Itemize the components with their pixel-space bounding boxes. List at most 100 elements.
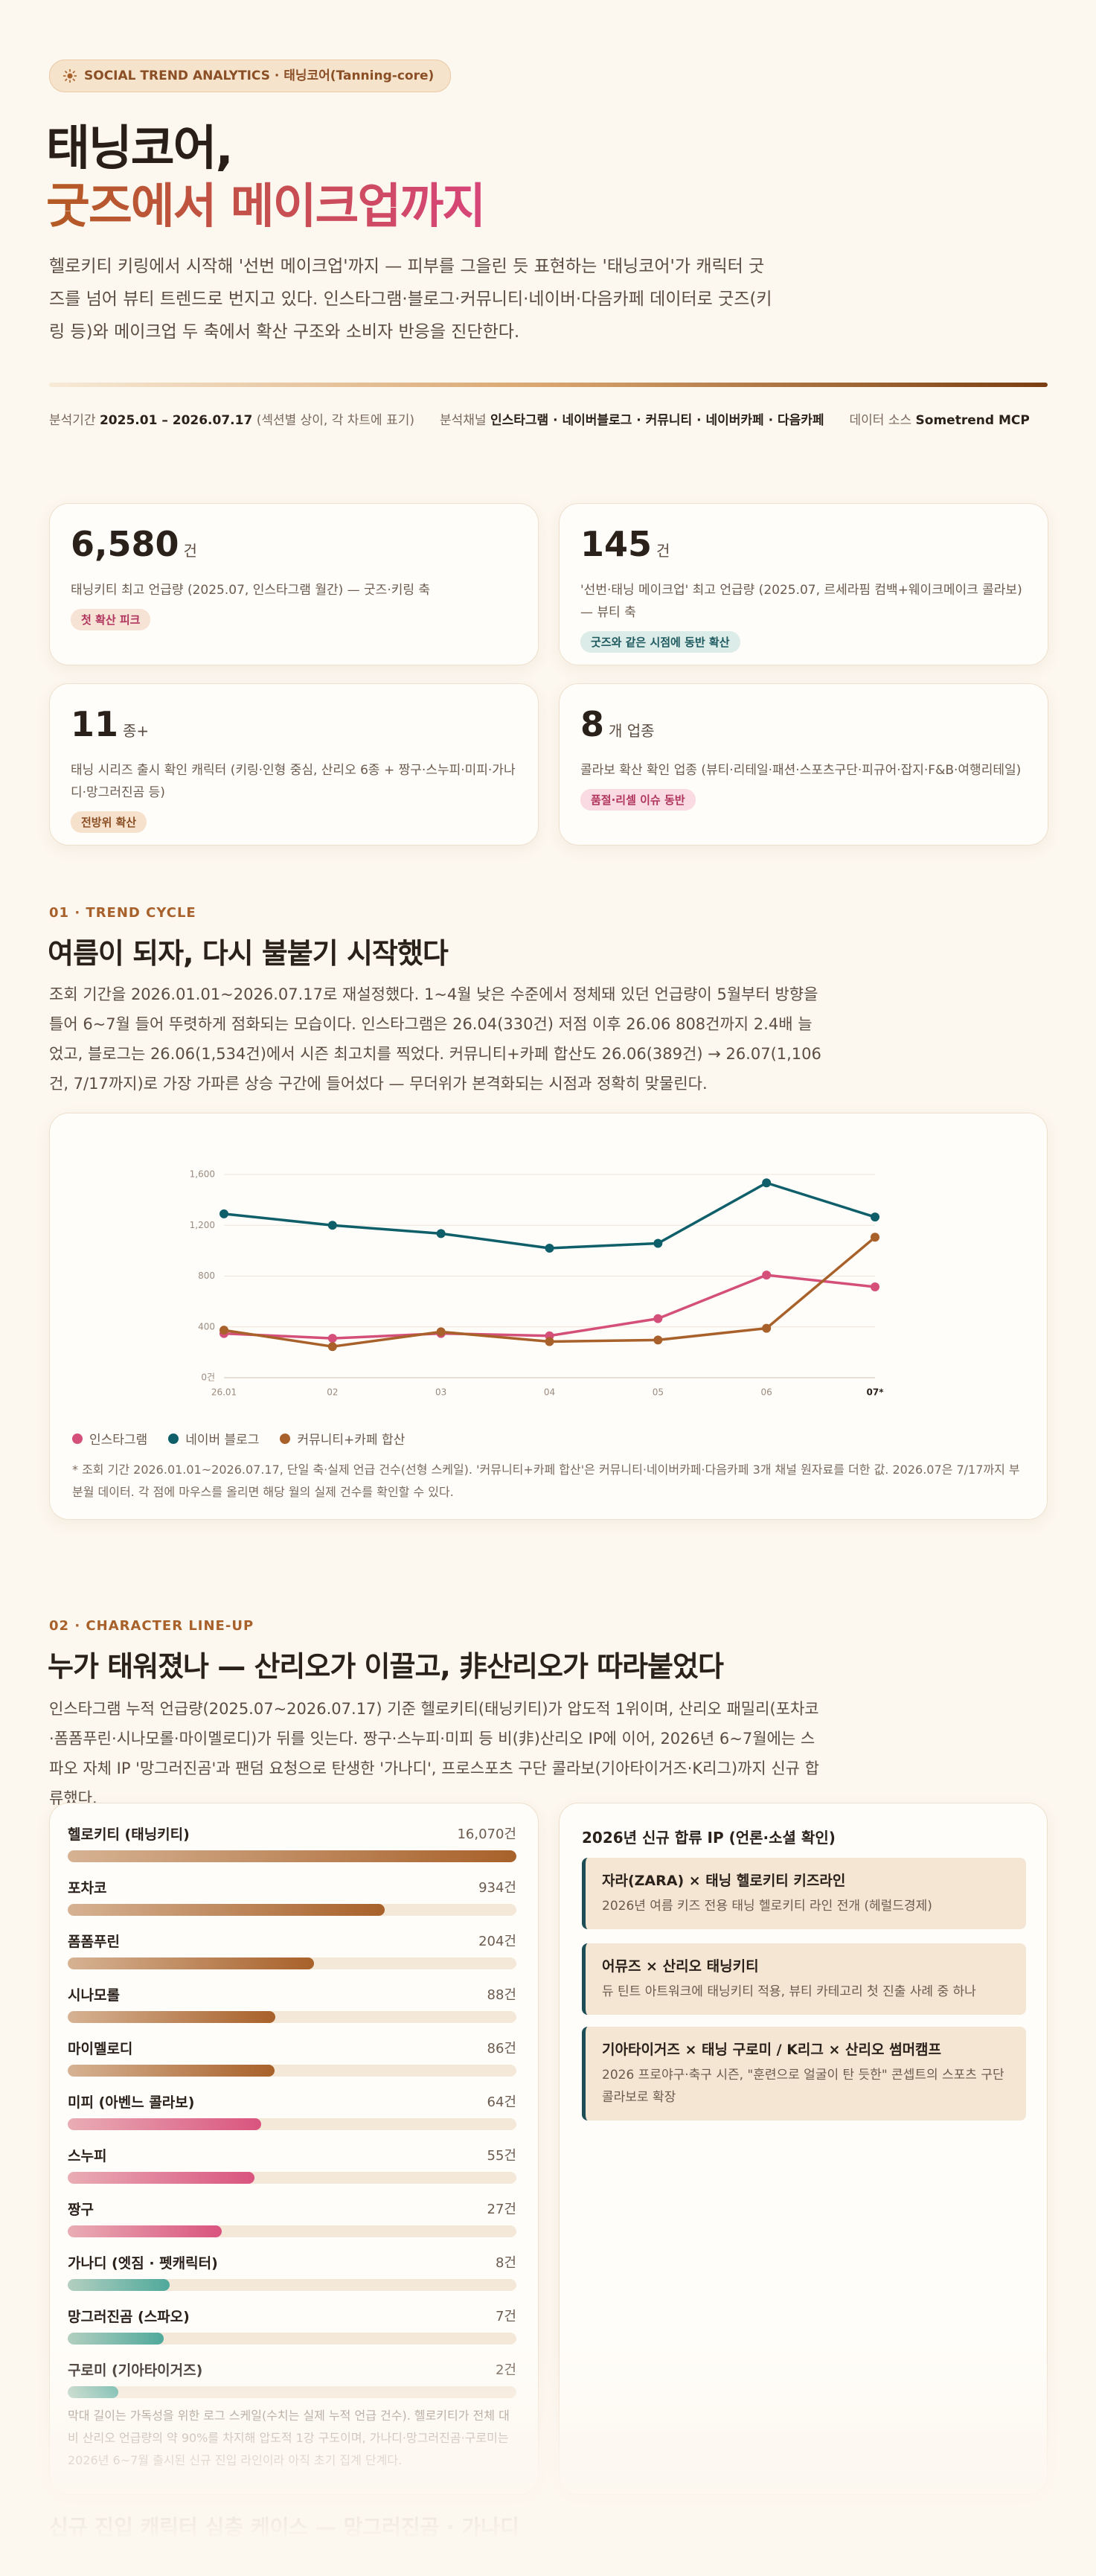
x-tick-label: 06 bbox=[761, 1387, 772, 1398]
bar-track bbox=[68, 2065, 516, 2077]
bar bbox=[68, 2118, 261, 2130]
bar-label: 시나모롤 bbox=[68, 1987, 120, 2004]
data-point bbox=[545, 1337, 554, 1346]
bar-track bbox=[68, 2225, 516, 2237]
meta-item: 분석채널 인스타그램 · 네이버블로그 · 커뮤니티 · 네이버카페 · 다음카… bbox=[440, 409, 824, 428]
legend-swatch bbox=[168, 1433, 179, 1444]
data-point bbox=[436, 1327, 446, 1337]
meta-item: 분석기간 2025.01 – 2026.07.17 (섹션별 상이, 각 차트에… bbox=[49, 409, 414, 428]
meta-value: 인스타그램 · 네이버블로그 · 커뮤니티 · 네이버카페 · 다음카페 bbox=[490, 413, 824, 428]
bar bbox=[68, 2011, 276, 2023]
legend-label: 네이버 블로그 bbox=[185, 1433, 260, 1448]
x-tick-label: 07* bbox=[867, 1387, 885, 1398]
bar bbox=[68, 2279, 170, 2291]
bar-value-label: 27건 bbox=[487, 2202, 516, 2217]
meta-value: Sometrend MCP bbox=[915, 413, 1030, 428]
data-point bbox=[762, 1271, 772, 1280]
ip-card: 2026년 신규 합류 IP (언론·소셜 확인) 자라(ZARA) × 태닝 … bbox=[559, 1803, 1048, 2495]
legend-item: 네이버 블로그 bbox=[168, 1429, 259, 1448]
ip-item-title: 기아타이거즈 × 태닝 구로미 / K리그 × 산리오 썸머캠프 bbox=[602, 2042, 942, 2058]
data-point bbox=[871, 1212, 879, 1222]
legend-label: 커뮤니티+카페 합산 bbox=[297, 1433, 406, 1448]
line-chart: 0건 400 800 1,200 1,600 26.01 02 03 04 05 06 07* bbox=[190, 1169, 885, 1398]
ip-item: 자라(ZARA) × 태닝 헬로키티 키즈라인 2026년 여름 키즈 전용 태닝… bbox=[582, 1858, 1026, 1929]
bar bbox=[68, 2172, 254, 2184]
kpi-unit: 건 bbox=[656, 542, 670, 560]
bar-track bbox=[68, 2172, 516, 2184]
bar-value-label: 8건 bbox=[495, 2255, 516, 2271]
ranking-card: 막대 길이는 가독성을 위한 로그 스케일(수치는 실제 누적 언급 건수). … bbox=[49, 1803, 539, 2495]
bar bbox=[68, 1904, 385, 1916]
kpi-card: 6,580 건 태닝키티 최고 언급량 (2025.07, 인스타그램 월간) —… bbox=[49, 503, 539, 665]
bar-value-label: 2건 bbox=[495, 2362, 516, 2378]
y-tick-label: 800 bbox=[198, 1271, 215, 1281]
bar-track bbox=[68, 2118, 516, 2130]
meta-label: 데이터 소스 bbox=[849, 413, 912, 428]
bar-value-label: 16,070건 bbox=[457, 1826, 516, 1842]
kpi-value: 11 bbox=[71, 704, 119, 744]
bar bbox=[68, 2225, 222, 2237]
section-label: 02 · CHARACTER LINE-UP bbox=[49, 1618, 254, 1634]
bar-value-label: 55건 bbox=[487, 2148, 516, 2164]
data-point bbox=[653, 1239, 663, 1248]
kpi-card: 145 건 '선번·태닝 메이크업' 최고 언급량 (2025.07, 르세라핌 … bbox=[559, 503, 1048, 665]
kpi-description: 태닝키티 최고 언급량 (2025.07, 인스타그램 월간) — 굿즈·키링 … bbox=[71, 583, 431, 598]
bar bbox=[68, 1850, 516, 1862]
title-accent: 굿즈에서 메이크업까지 bbox=[46, 177, 486, 237]
bar bbox=[68, 2333, 164, 2345]
bar-label: 헬로키티 (태닝키티) bbox=[68, 1826, 190, 1843]
meta-note: (섹션별 상이, 각 차트에 표기) bbox=[256, 413, 415, 428]
legend-swatch bbox=[280, 1433, 291, 1444]
bar bbox=[68, 2065, 275, 2077]
section-paragraph: 조회 기간을 2026.01.01~2026.07.17로 재설정했다. 1~4… bbox=[49, 985, 821, 1093]
bar-label: 포차코 bbox=[68, 1880, 107, 1896]
ip-item: 기아타이거즈 × 태닝 구로미 / K리그 × 산리오 썸머캠프 2026 프로야… bbox=[582, 2027, 1026, 2120]
bar-track bbox=[68, 2279, 516, 2291]
data-point bbox=[762, 1323, 772, 1333]
x-tick-label: 05 bbox=[653, 1387, 664, 1398]
data-point bbox=[762, 1178, 772, 1188]
badge-text: SOCIAL TREND ANALYTICS · 태닝코어(Tanning-co… bbox=[84, 68, 435, 83]
data-point bbox=[653, 1314, 663, 1323]
meta-label: 분석채널 bbox=[440, 413, 487, 428]
section-heading: 누가 태워졌나 — 산리오가 이끌고, 非산리오가 따라붙었다 bbox=[48, 1650, 724, 1683]
badge: SOCIAL TREND ANALYTICS · 태닝코어(Tanning-co… bbox=[49, 60, 452, 92]
bar-value-label: 64건 bbox=[487, 2094, 516, 2110]
series-line bbox=[223, 1273, 876, 1340]
kpi-value: 6,580 bbox=[71, 524, 179, 564]
meta-value: 2025.01 – 2026.07.17 bbox=[99, 413, 253, 428]
bar-label: 스누피 bbox=[68, 2148, 107, 2164]
chart-note: * 조회 기간 2026.01.01~2026.07.17, 단일 축·실제 언… bbox=[72, 1463, 1020, 1499]
bar-value-label: 934건 bbox=[478, 1880, 516, 1896]
bar-label: 폼폼푸린 bbox=[68, 1934, 120, 1950]
intro: 헬로키티 키링에서 시작해 '선번 메이크업'까지 — 피부를 그을린 듯 표현… bbox=[49, 257, 772, 342]
sun-icon bbox=[63, 69, 77, 83]
series-line bbox=[223, 1181, 876, 1250]
next-section-heading: 신규 진입 캐릭터 심층 케이스 — 망그러진곰 · 가나디 bbox=[49, 2515, 519, 2540]
kpi-number: 11 종+ bbox=[71, 703, 517, 752]
ip-item-description: 2026년 여름 키즈 전용 태닝 헬로키티 라인 전개 (헤럴드경제) bbox=[602, 1899, 932, 1914]
section-heading: 여름이 되자, 다시 불붙기 시작했다 bbox=[48, 937, 449, 970]
bar-label: 미피 (아벤느 콜라보) bbox=[68, 2094, 195, 2111]
x-tick-label: 26.01 bbox=[211, 1387, 237, 1398]
chart-card: 0건 400 800 1,200 1,600 26.01 02 03 04 05 06 07* 인스타… bbox=[49, 1113, 1048, 1520]
data-point bbox=[327, 1334, 337, 1343]
data-point bbox=[871, 1282, 879, 1292]
kpi-unit: 건 bbox=[183, 542, 197, 560]
bar-track bbox=[68, 1957, 516, 1969]
ip-item: 어뮤즈 × 산리오 태닝키티 듀 틴트 아트워크에 태닝키티 적용, 뷰티 카테고… bbox=[582, 1943, 1026, 2015]
data-point bbox=[545, 1243, 554, 1253]
section-paragraph: 인스타그램 누적 언급량(2025.07~2026.07.17) 기준 헬로키티… bbox=[49, 1700, 819, 1807]
kpi-description: 콜라보 확산 확인 업종 (뷰티·리테일·패션·스포츠구단·피규어·잡지·F&B… bbox=[580, 763, 1022, 778]
meta-label: 분석기간 bbox=[49, 413, 96, 428]
data-point bbox=[436, 1229, 446, 1239]
ip-item-title: 어뮤즈 × 산리오 태닝키티 bbox=[602, 1958, 759, 1975]
data-point bbox=[219, 1326, 228, 1335]
data-point bbox=[653, 1335, 663, 1345]
kpi-description: '선번·태닝 메이크업' 최고 언급량 (2025.07, 르세라핌 컴백+웨이… bbox=[580, 583, 1022, 620]
kpi-number: 145 건 bbox=[580, 523, 1027, 572]
kpi-value: 145 bbox=[580, 524, 653, 564]
